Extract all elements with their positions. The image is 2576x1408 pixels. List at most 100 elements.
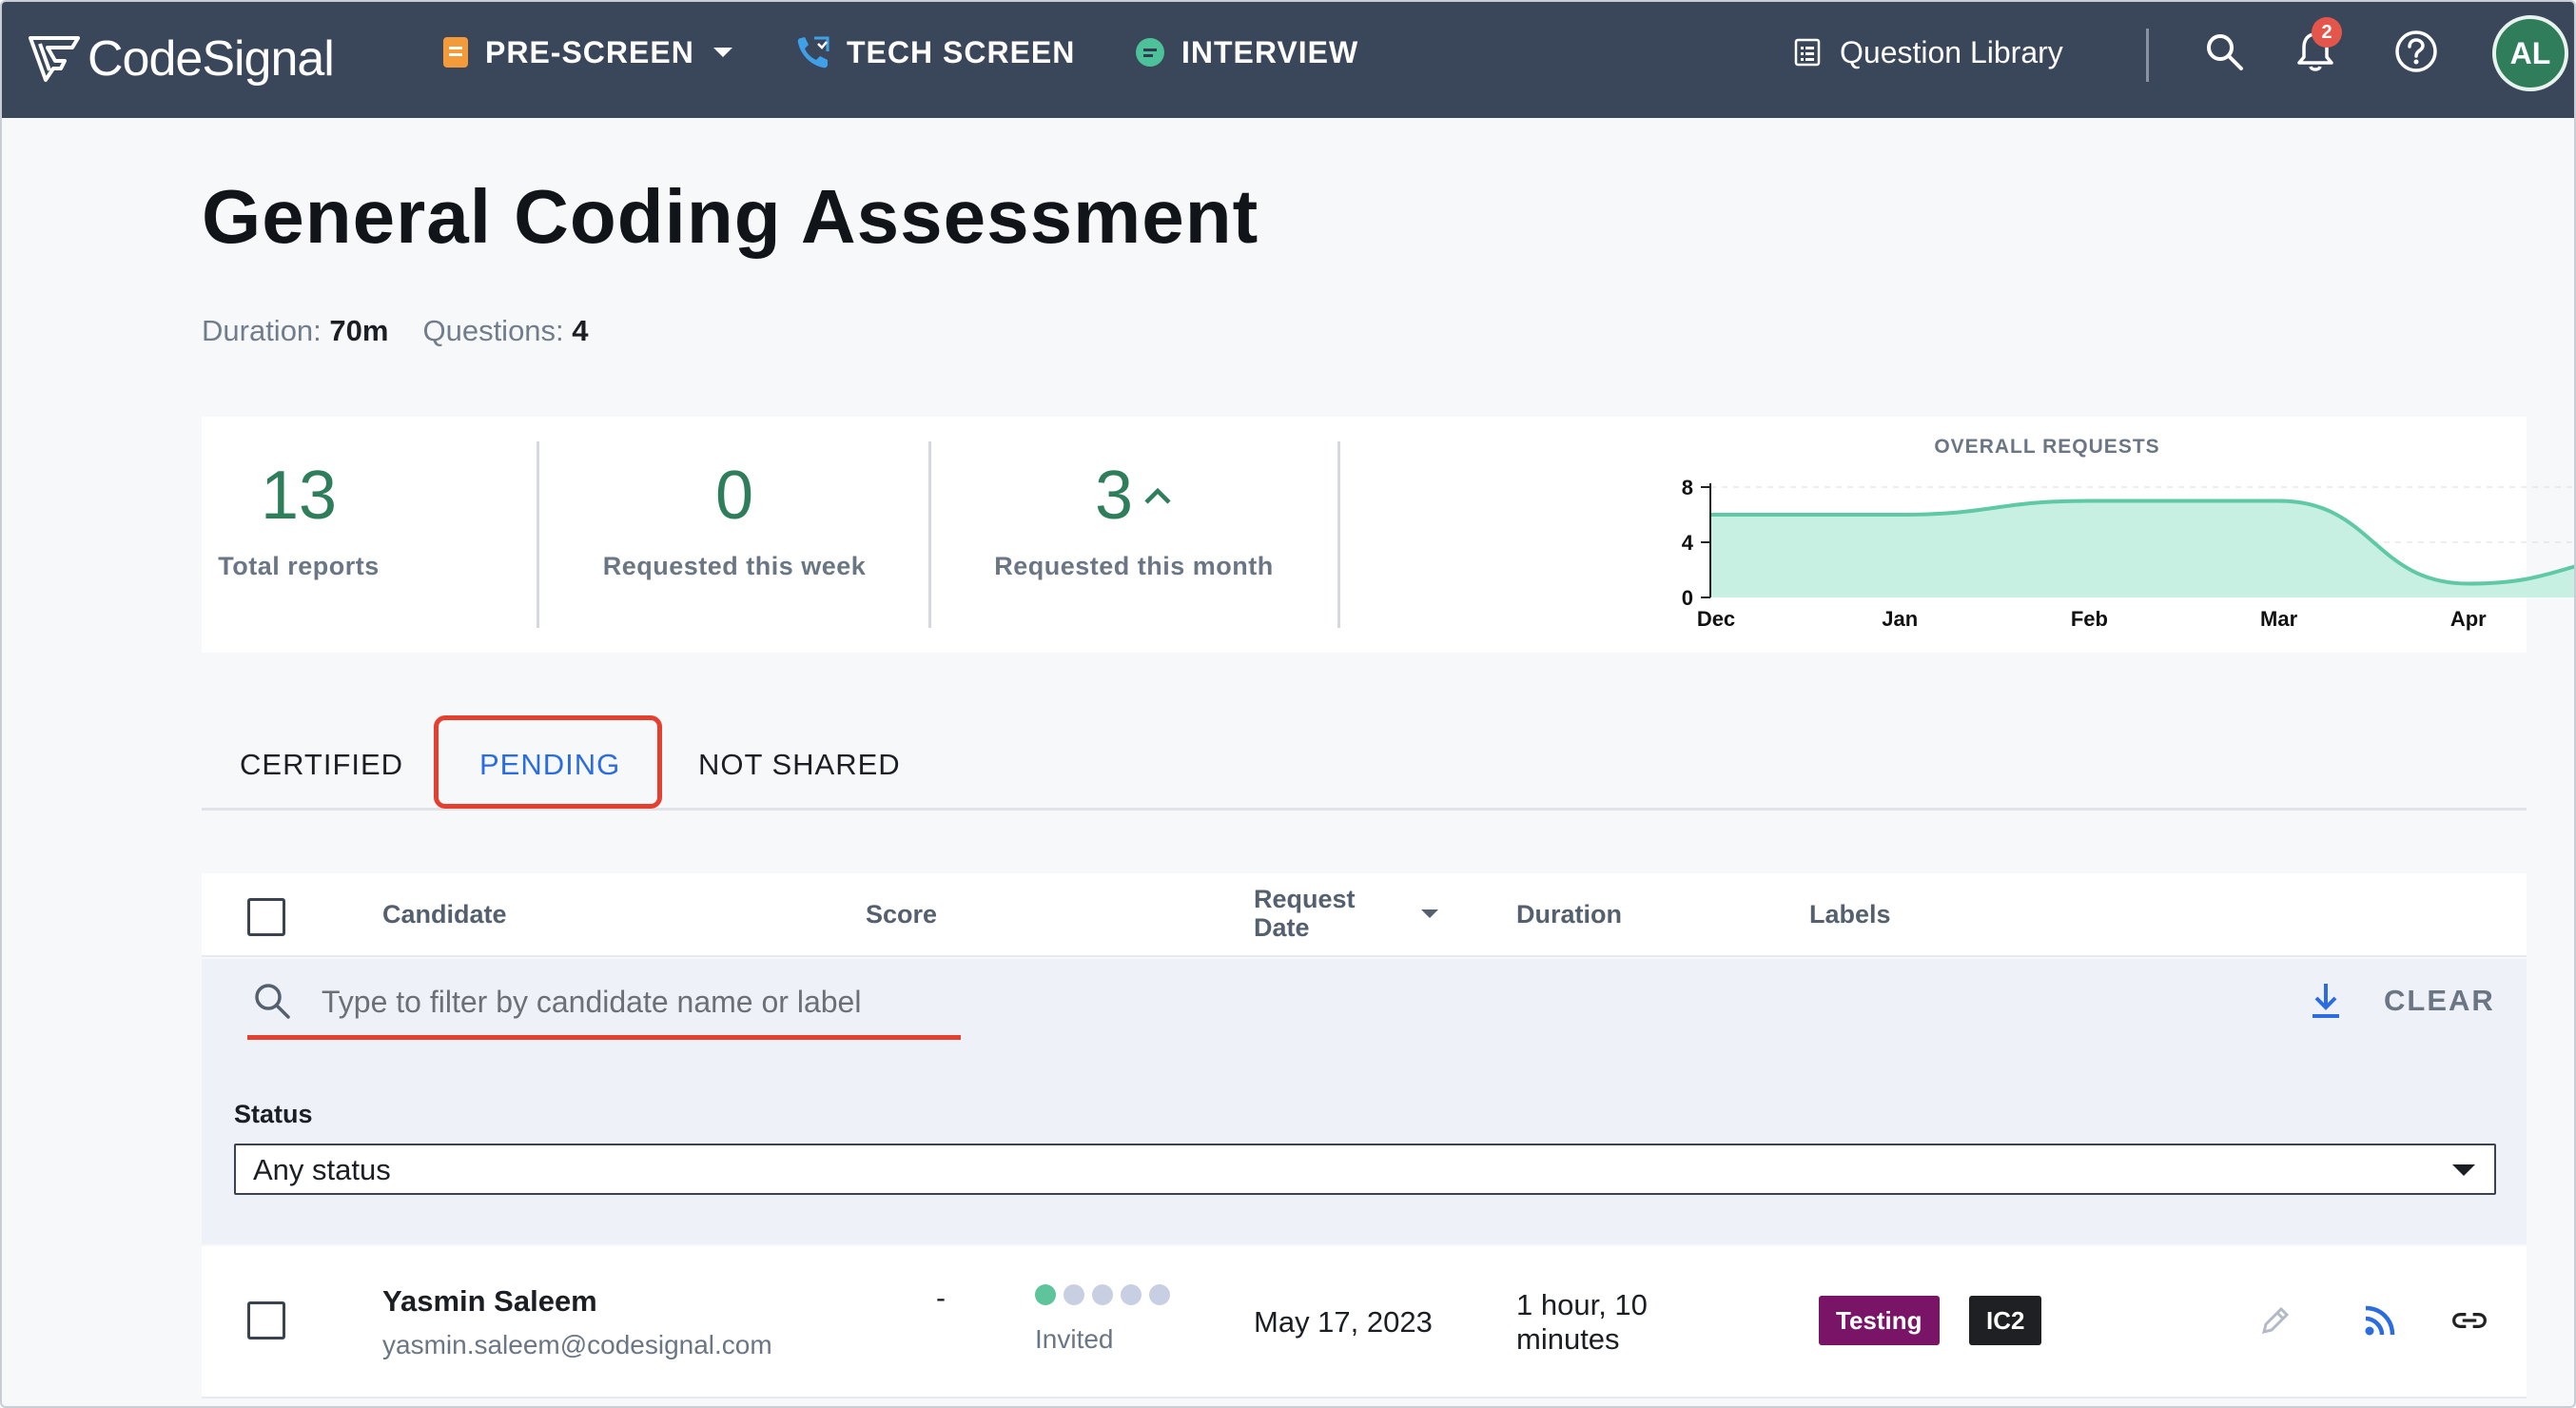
stat-divider — [1337, 441, 1340, 628]
column-request-date-line1: Request — [1254, 885, 1356, 913]
phone-icon — [795, 34, 831, 70]
column-labels[interactable]: Labels — [1809, 900, 1891, 929]
column-duration[interactable]: Duration — [1516, 900, 1622, 929]
requests-chart: 048 DecJanFebMarAprMay — [1682, 476, 2574, 631]
logo-mark-icon — [27, 32, 82, 86]
user-avatar[interactable]: AL — [2492, 15, 2568, 91]
chart-y-ticks: 0 4 8 — [1682, 476, 1710, 610]
notification-badge: 2 — [2312, 17, 2342, 48]
stats-card: 13 Total reports 0 Requested this week 3… — [202, 417, 2574, 653]
stat-label: Requested this week — [602, 552, 867, 580]
sort-desc-icon[interactable] — [1419, 908, 1440, 926]
chart-series-line — [1710, 499, 2574, 586]
progress-dot-pending — [1149, 1284, 1170, 1305]
help-icon[interactable] — [2391, 27, 2441, 76]
codesignal-logo[interactable]: CodeSignal — [27, 23, 335, 95]
stat-label: Total reports — [218, 552, 380, 580]
status-select-value: Any status — [253, 1153, 391, 1186]
nav-tech-screen-label: TECH SCREEN — [847, 34, 1076, 69]
chart-y-tick-label: 0 — [1682, 586, 1693, 610]
page-title: General Coding Assessment — [202, 174, 1259, 259]
chart-x-tick-label: Jan — [1882, 607, 1918, 631]
stat-value: 0 — [714, 458, 754, 534]
tab-pending-highlight — [434, 715, 662, 809]
chat-icon — [1134, 36, 1166, 68]
logo-text: CodeSignal — [88, 31, 335, 87]
candidate-filter-input[interactable] — [322, 978, 1044, 1026]
column-score[interactable]: Score — [866, 900, 938, 929]
stat-value: 3 — [1094, 458, 1134, 534]
chevron-down-icon — [712, 46, 734, 59]
nav-prescreen[interactable]: PRE-SCREEN — [441, 30, 734, 74]
list-icon — [1794, 38, 1821, 67]
chart-x-tick-label: Feb — [2071, 607, 2108, 631]
nav-prescreen-label: PRE-SCREEN — [485, 34, 694, 69]
download-icon[interactable] — [2308, 980, 2344, 1027]
question-library-label: Question Library — [1840, 34, 2063, 69]
search-icon — [251, 980, 293, 1027]
nav-interview[interactable]: INTERVIEW — [1134, 30, 1358, 74]
filter-row: CLEAR — [202, 959, 2527, 1045]
label-chip-testing[interactable]: Testing — [1819, 1296, 1940, 1345]
question-library-link[interactable]: Question Library — [1794, 30, 2063, 74]
label-chip-ic2[interactable]: IC2 — [1969, 1296, 2042, 1345]
chart-x-tick-label: Dec — [1697, 607, 1735, 631]
status-select[interactable]: Any status — [234, 1144, 2496, 1195]
search-icon[interactable] — [2199, 27, 2249, 76]
duration-value: 70m — [329, 314, 389, 347]
duration-meta: Duration: 70m — [202, 314, 388, 348]
row-checkbox[interactable] — [247, 1301, 285, 1340]
stat-value: 13 — [260, 458, 338, 534]
table-row[interactable]: Yasmin Saleem yasmin.saleem@codesignal.c… — [202, 1246, 2527, 1398]
nav-interview-label: INTERVIEW — [1181, 34, 1359, 69]
nav-tech-screen[interactable]: TECH SCREEN — [795, 30, 1075, 74]
stat-requested-month: 3 Requested this month — [930, 417, 1337, 653]
progress-dots — [1035, 1284, 1170, 1305]
chart-x-tick-label: Apr — [2450, 607, 2487, 631]
chart-area-fill — [1710, 500, 2574, 597]
assessment-meta: Duration: 70m Questions: 4 — [202, 314, 589, 348]
candidate-score: - — [936, 1282, 946, 1314]
filter-input-highlight — [247, 1035, 961, 1040]
report-tabs: CERTIFIED PENDING NOT SHARED — [202, 706, 2527, 811]
stat-requested-week: 0 Requested this week — [538, 417, 930, 653]
status-label: Status — [234, 1100, 313, 1128]
column-candidate[interactable]: Candidate — [382, 900, 507, 929]
progress-dot-pending — [1064, 1284, 1084, 1305]
progress-dot-pending — [1121, 1284, 1142, 1305]
table-header: Candidate Score Request Date Duration La… — [202, 873, 2527, 957]
questions-meta: Questions: 4 — [422, 314, 588, 348]
nav-divider — [2146, 29, 2149, 82]
trend-up-icon — [1142, 485, 1173, 506]
stat-label: Requested this month — [994, 552, 1274, 580]
document-icon — [441, 35, 470, 69]
link-icon[interactable] — [2450, 1301, 2488, 1340]
candidate-email: yasmin.saleem@codesignal.com — [382, 1330, 772, 1359]
progress-dot-pending — [1092, 1284, 1113, 1305]
column-request-date-line2: Date — [1254, 913, 1310, 942]
tab-not-shared[interactable]: NOT SHARED — [698, 748, 901, 781]
stat-value-wrap: 3 — [1095, 457, 1173, 535]
chart-x-tick-label: Mar — [2260, 607, 2298, 631]
chart-y-tick-label: 4 — [1682, 531, 1694, 555]
questions-label: Questions: — [422, 314, 564, 347]
rss-feed-icon[interactable] — [2361, 1301, 2399, 1340]
stat-divider — [537, 441, 539, 628]
progress-dot-complete — [1035, 1284, 1056, 1305]
questions-value: 4 — [572, 314, 589, 347]
status-filter-area: Status Any status — [202, 1045, 2527, 1244]
candidate-status: Invited — [1035, 1324, 1114, 1354]
select-all-checkbox[interactable] — [247, 898, 285, 936]
clear-filters-button[interactable]: CLEAR — [2384, 984, 2495, 1017]
request-date: May 17, 2023 — [1254, 1305, 1433, 1339]
column-request-date[interactable]: Request Date — [1254, 885, 1356, 942]
candidate-name[interactable]: Yasmin Saleem — [382, 1284, 597, 1318]
edit-pencil-icon[interactable] — [2256, 1301, 2294, 1340]
tab-certified[interactable]: CERTIFIED — [240, 748, 404, 781]
chart-y-tick-label: 8 — [1682, 476, 1693, 499]
chart-title: OVERALL REQUESTS — [1934, 436, 2160, 458]
tab-pending[interactable]: PENDING — [479, 748, 621, 781]
stat-divider — [928, 441, 931, 628]
chart-x-ticks: DecJanFebMarAprMay — [1697, 607, 2487, 631]
